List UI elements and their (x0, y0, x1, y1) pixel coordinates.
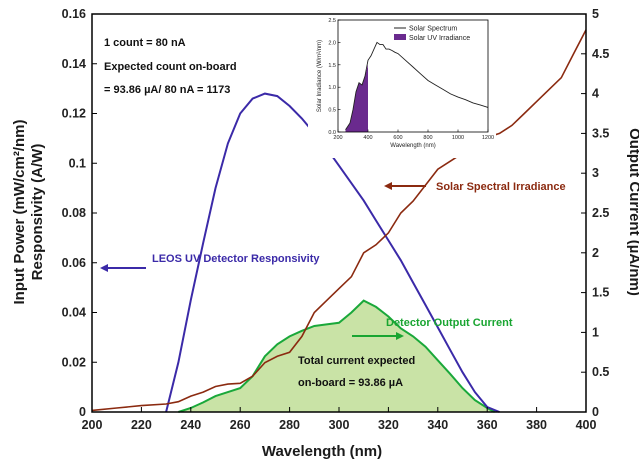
inset-y-tick-label: 0.5 (328, 108, 336, 114)
current-label: Detector Output Current (386, 317, 513, 329)
inset-x-tick-label: 200 (333, 135, 342, 141)
y-axis-label-left-2: Responsivity (A/W) (29, 144, 46, 281)
inset-y-tick-label: 2.0 (328, 40, 336, 46)
x-axis-label: Wavelength (nm) (262, 443, 382, 460)
inset-x-tick-label: 1000 (452, 135, 464, 141)
x-tick-label: 320 (378, 418, 399, 432)
x-tick-label: 380 (526, 418, 547, 432)
total-current-1: Total current expected (298, 355, 415, 367)
axes: 200 220 240 260 280 300 320 340 360 380 40000.020.… (62, 7, 610, 432)
y-right-tick-label: 3 (592, 166, 599, 180)
y-axis-label-right: Output Current (µA/nm) (626, 128, 639, 296)
inset-y-tick-label: 0.0 (328, 130, 336, 136)
total-current-2: on-board = 93.86 µA (298, 377, 403, 389)
inset-spectrum-line (345, 41, 489, 131)
y-left-tick-label: 0.04 (62, 306, 86, 320)
x-tick-label: 220 (131, 418, 152, 432)
y-left-tick-label: 0.12 (62, 107, 86, 121)
y-left-tick-label: 0.16 (62, 7, 86, 21)
responsivity-arrow-head (100, 264, 108, 272)
series-detector-current-area (178, 300, 495, 412)
x-tick-label: 400 (576, 418, 597, 432)
y-right-tick-label: 4 (592, 87, 599, 101)
y-axis-label-left-1: Input Power (mW/cm²/nm) (11, 120, 28, 305)
x-tick-label: 300 (329, 418, 350, 432)
inset-legend-uv-swatch (394, 34, 406, 40)
x-tick-label: 240 (180, 418, 201, 432)
y-right-tick-label: 2.5 (592, 206, 609, 220)
irradiance-label: Solar Spectral Irradiance (436, 181, 566, 193)
y-left-tick-label: 0.08 (62, 206, 86, 220)
annotation-count-1: 1 count = 80 nA (104, 37, 186, 49)
y-right-tick-label: 1 (592, 325, 599, 339)
y-left-tick-label: 0 (79, 405, 86, 419)
inset-x-tick-label: 400 (363, 135, 372, 141)
y-right-tick-label: 5 (592, 7, 599, 21)
series-detector-current-line (178, 299, 496, 413)
series-irradiance-line (91, 29, 587, 412)
irradiance-arrow-head (384, 182, 392, 190)
y-left-tick-label: 0.1 (69, 156, 86, 170)
y-right-tick-label: 0.5 (592, 365, 609, 379)
annotation-count-3: = 93.86 µA/ 80 nA = 1173 (104, 84, 230, 96)
x-tick-label: 280 (279, 418, 300, 432)
annotation-count-2: Expected count on-board (104, 61, 237, 73)
inset-y-tick-label: 1.0 (328, 85, 336, 91)
inset-legend-spectrum: Solar Spectrum (409, 26, 457, 33)
inset-x-tick-label: 800 (423, 135, 432, 141)
y-right-tick-label: 0 (592, 405, 599, 419)
inset-x-label: Wavelength (nm) (390, 143, 435, 149)
x-tick-label: 200 (82, 418, 103, 432)
inset-x-tick-label: 1200 (482, 135, 494, 141)
inset-frame (337, 19, 489, 133)
inset-y-label: Solar Irradiance (W/m²/nm) (317, 40, 323, 112)
inset-legend-uv: Solar UV Irradiance (409, 35, 470, 42)
current-arrow-head (396, 332, 404, 340)
y-left-tick-label: 0.02 (62, 355, 86, 369)
x-tick-label: 260 (230, 418, 251, 432)
y-right-tick-label: 3.5 (592, 126, 609, 140)
responsivity-label: LEOS UV Detector Responsivity (152, 253, 320, 265)
y-right-tick-label: 2 (592, 246, 599, 260)
inset-x-tick-label: 600 (393, 135, 402, 141)
x-tick-label: 360 (477, 418, 498, 432)
inset-uv-area (345, 64, 368, 132)
inset-solar-spectrum: 200 400 600 800 1000 1200 0.0 0.5 1.0 1.5 2.0 2.5 Wa… (308, 14, 496, 158)
inset-y-tick-label: 1.5 (328, 63, 336, 69)
y-left-tick-label: 0.14 (62, 57, 86, 71)
x-tick-label: 340 (427, 418, 448, 432)
y-right-tick-label: 4.5 (592, 47, 609, 61)
y-right-tick-label: 1.5 (592, 286, 609, 300)
inset-y-tick-label: 2.5 (328, 18, 336, 24)
y-left-tick-label: 0.06 (62, 256, 86, 270)
